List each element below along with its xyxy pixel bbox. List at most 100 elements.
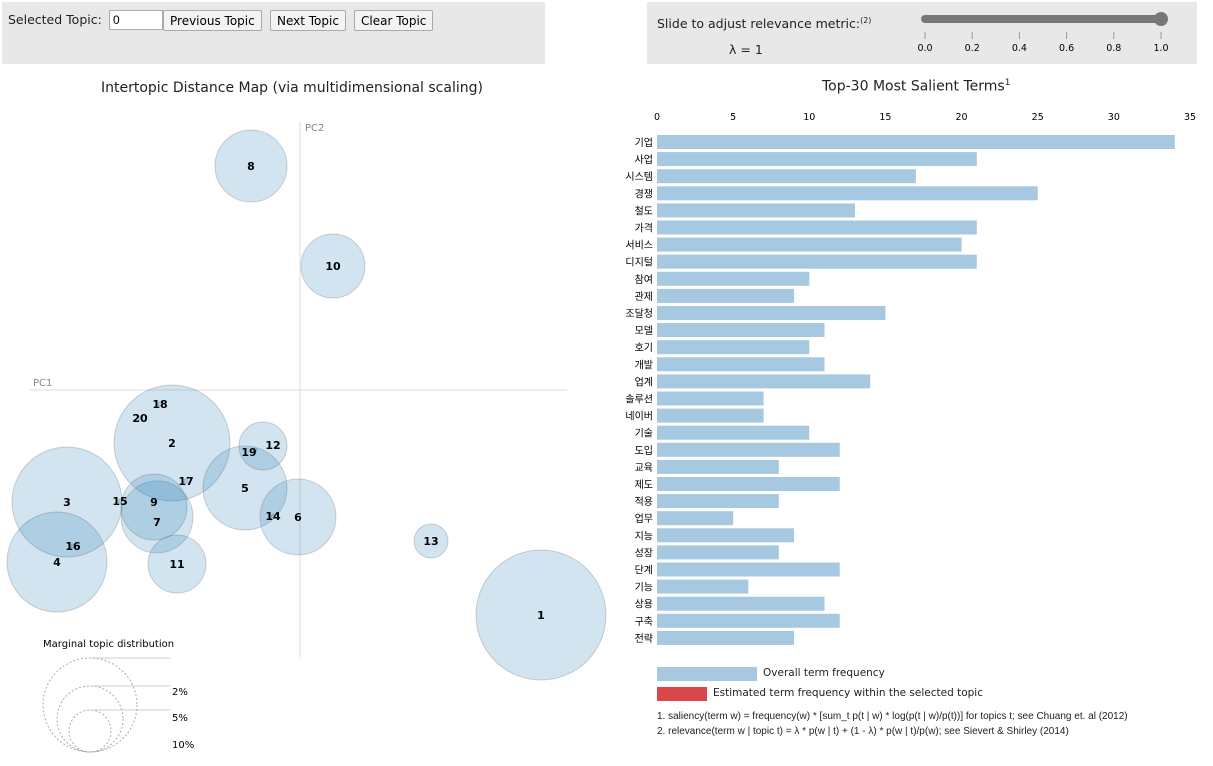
next-topic-button[interactable]: Next Topic bbox=[270, 10, 346, 31]
legend-estimated-swatch bbox=[657, 687, 707, 701]
term-label: 조달청 bbox=[625, 308, 653, 320]
term-bar[interactable] bbox=[657, 391, 764, 406]
term-label: 참여 bbox=[635, 274, 653, 286]
topic-label-6: 6 bbox=[294, 511, 302, 524]
salient-terms-chart: 0 5 10 15 20 25 30 35 기업사업시스템경쟁철도가격서비스디지털참여관제조달청… bbox=[625, 112, 1196, 645]
intertopic-distance-map: PC1PC21234567891011121314151617181920Mar… bbox=[6, 122, 607, 753]
term-bar[interactable] bbox=[657, 477, 840, 491]
term-bar[interactable] bbox=[657, 169, 916, 184]
term-bar[interactable] bbox=[657, 562, 840, 577]
term-bar[interactable] bbox=[657, 579, 749, 594]
footnote-saliency: 1. saliency(term w) = frequency(w) * [su… bbox=[657, 711, 1128, 722]
topic-circle-20[interactable] bbox=[137, 415, 143, 421]
term-bar[interactable] bbox=[657, 494, 779, 509]
topic-circle-8[interactable] bbox=[214, 129, 288, 203]
topic-circle-12[interactable] bbox=[238, 421, 288, 471]
term-label: 네이버 bbox=[625, 411, 653, 423]
term-bar[interactable] bbox=[657, 237, 962, 252]
term-bar[interactable] bbox=[657, 152, 977, 167]
slider-tick-label: 0.2 bbox=[965, 43, 980, 54]
marginal-circle bbox=[42, 657, 138, 753]
term-bar[interactable] bbox=[657, 511, 734, 526]
chart-title: Top-30 Most Salient Terms1 bbox=[822, 78, 1011, 95]
topic-circle-15[interactable] bbox=[117, 498, 123, 504]
marginal-circle bbox=[68, 709, 112, 753]
topic-circle-10[interactable] bbox=[300, 233, 366, 299]
term-bar[interactable] bbox=[657, 425, 810, 440]
slider-tick-label: 1.0 bbox=[1153, 43, 1168, 54]
topic-circle-9[interactable] bbox=[120, 473, 188, 541]
term-label: 제도 bbox=[635, 479, 653, 491]
term-bar[interactable] bbox=[657, 630, 795, 645]
term-bar[interactable] bbox=[657, 220, 977, 235]
term-bar[interactable] bbox=[657, 442, 840, 457]
topic-controls: Selected Topic: Previous Topic Next Topi… bbox=[2, 2, 545, 64]
relevance-slider[interactable]: 0.0 0.2 0.4 0.6 0.8 1.0 bbox=[647, 2, 1197, 64]
x-tick-label: 15 bbox=[879, 112, 891, 123]
slider-handle[interactable] bbox=[1154, 12, 1168, 26]
term-label: 기능 bbox=[635, 582, 653, 594]
clear-topic-button[interactable]: Clear Topic bbox=[354, 10, 434, 31]
term-bar[interactable] bbox=[657, 357, 825, 372]
term-label: 업계 bbox=[635, 375, 653, 388]
topic-circle-1[interactable] bbox=[475, 549, 607, 681]
topic-label-13: 13 bbox=[423, 535, 438, 548]
relevance-controls: Slide to adjust relevance metric:(2) λ =… bbox=[647, 2, 1197, 64]
term-label: 디지털 bbox=[625, 257, 653, 269]
selected-topic-input[interactable] bbox=[109, 10, 163, 30]
topic-circle-13[interactable] bbox=[413, 523, 449, 559]
term-bar[interactable] bbox=[657, 254, 977, 269]
x-tick-label: 20 bbox=[956, 112, 968, 123]
lambda-value: λ = 1 bbox=[729, 42, 763, 57]
topic-circle-4[interactable] bbox=[6, 511, 108, 613]
term-bar[interactable] bbox=[657, 596, 825, 611]
topic-circle-3[interactable] bbox=[11, 446, 123, 558]
term-bar[interactable] bbox=[657, 323, 825, 338]
topic-label-12: 12 bbox=[265, 439, 280, 452]
term-bar[interactable] bbox=[657, 306, 886, 320]
x-tick-label: 10 bbox=[803, 112, 815, 123]
topic-label-8: 8 bbox=[247, 160, 255, 173]
term-bar[interactable] bbox=[657, 613, 840, 628]
term-bar[interactable] bbox=[657, 408, 764, 423]
topic-circle-2[interactable] bbox=[113, 384, 231, 502]
topic-label-7: 7 bbox=[153, 516, 161, 529]
term-bar[interactable] bbox=[657, 186, 1038, 201]
marginal-label: 10% bbox=[172, 740, 194, 751]
topic-label-5: 5 bbox=[241, 482, 249, 495]
term-bar[interactable] bbox=[657, 528, 795, 543]
topic-circle-19[interactable] bbox=[252, 447, 258, 453]
term-bar[interactable] bbox=[657, 340, 810, 355]
marginal-label: 5% bbox=[172, 713, 188, 724]
term-bar[interactable] bbox=[657, 459, 779, 474]
topic-circle-18[interactable] bbox=[157, 401, 163, 407]
term-label: 성장 bbox=[635, 547, 653, 559]
term-bar[interactable] bbox=[657, 203, 855, 218]
topic-label-15: 15 bbox=[112, 495, 127, 508]
topic-label-20: 20 bbox=[132, 412, 148, 425]
term-bar[interactable] bbox=[657, 374, 871, 389]
topic-circle-7[interactable] bbox=[120, 480, 194, 554]
topic-circle-11[interactable] bbox=[147, 534, 207, 594]
legend-overall-swatch bbox=[657, 667, 757, 681]
topic-label-3: 3 bbox=[63, 496, 71, 509]
slider-tick-label: 0.0 bbox=[917, 43, 932, 54]
marginal-circle bbox=[56, 685, 124, 753]
term-label: 교육 bbox=[635, 462, 653, 474]
marginal-title: Marginal topic distribution bbox=[43, 639, 174, 650]
term-bar[interactable] bbox=[657, 271, 810, 286]
topic-label-2: 2 bbox=[168, 437, 176, 450]
topic-circle-16[interactable] bbox=[70, 543, 76, 549]
term-label: 전략 bbox=[635, 633, 653, 645]
term-bar[interactable] bbox=[657, 545, 779, 560]
previous-topic-button[interactable]: Previous Topic bbox=[163, 10, 262, 31]
selected-topic-label: Selected Topic: bbox=[8, 12, 102, 27]
topic-circle-17[interactable] bbox=[183, 478, 189, 484]
term-label: 지능 bbox=[635, 530, 653, 542]
term-bar[interactable] bbox=[657, 135, 1175, 149]
term-bar[interactable] bbox=[657, 288, 795, 303]
topic-circle-5[interactable] bbox=[202, 445, 288, 531]
topic-circle-14[interactable] bbox=[270, 513, 276, 519]
x-tick-label: 30 bbox=[1108, 112, 1120, 123]
topic-circle-6[interactable] bbox=[259, 478, 337, 556]
